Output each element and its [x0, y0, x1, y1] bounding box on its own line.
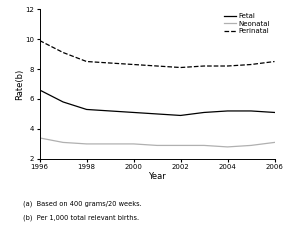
Perinatal	[108, 62, 112, 64]
Neonatal	[249, 144, 253, 147]
Neonatal	[61, 141, 65, 144]
Neonatal	[179, 144, 182, 147]
Perinatal	[249, 63, 253, 66]
Line: Neonatal: Neonatal	[40, 138, 275, 147]
X-axis label: Year: Year	[148, 172, 166, 181]
Fetal	[38, 89, 41, 91]
Neonatal	[132, 143, 135, 145]
Fetal	[202, 111, 206, 114]
Fetal	[108, 110, 112, 112]
Fetal	[61, 101, 65, 103]
Neonatal	[85, 143, 88, 145]
Fetal	[249, 110, 253, 112]
Perinatal	[202, 65, 206, 67]
Perinatal	[179, 66, 182, 69]
Perinatal	[132, 63, 135, 66]
Neonatal	[38, 137, 41, 139]
Text: (a)  Based on 400 grams/20 weeks.: (a) Based on 400 grams/20 weeks.	[23, 201, 142, 207]
Legend: Fetal, Neonatal, Perinatal: Fetal, Neonatal, Perinatal	[223, 12, 271, 35]
Fetal	[132, 111, 135, 114]
Neonatal	[226, 146, 229, 148]
Perinatal	[226, 65, 229, 67]
Neonatal	[155, 144, 159, 147]
Text: (b)  Per 1,000 total relevant births.: (b) Per 1,000 total relevant births.	[23, 215, 139, 221]
Perinatal	[38, 39, 41, 42]
Fetal	[273, 111, 276, 114]
Fetal	[85, 108, 88, 111]
Line: Fetal: Fetal	[40, 90, 275, 116]
Line: Perinatal: Perinatal	[40, 41, 275, 67]
Perinatal	[273, 60, 276, 63]
Fetal	[179, 114, 182, 117]
Perinatal	[155, 65, 159, 67]
Neonatal	[202, 144, 206, 147]
Fetal	[226, 110, 229, 112]
Fetal	[155, 113, 159, 115]
Neonatal	[108, 143, 112, 145]
Perinatal	[85, 60, 88, 63]
Y-axis label: Rate(b): Rate(b)	[15, 68, 24, 100]
Neonatal	[273, 141, 276, 144]
Perinatal	[61, 51, 65, 54]
